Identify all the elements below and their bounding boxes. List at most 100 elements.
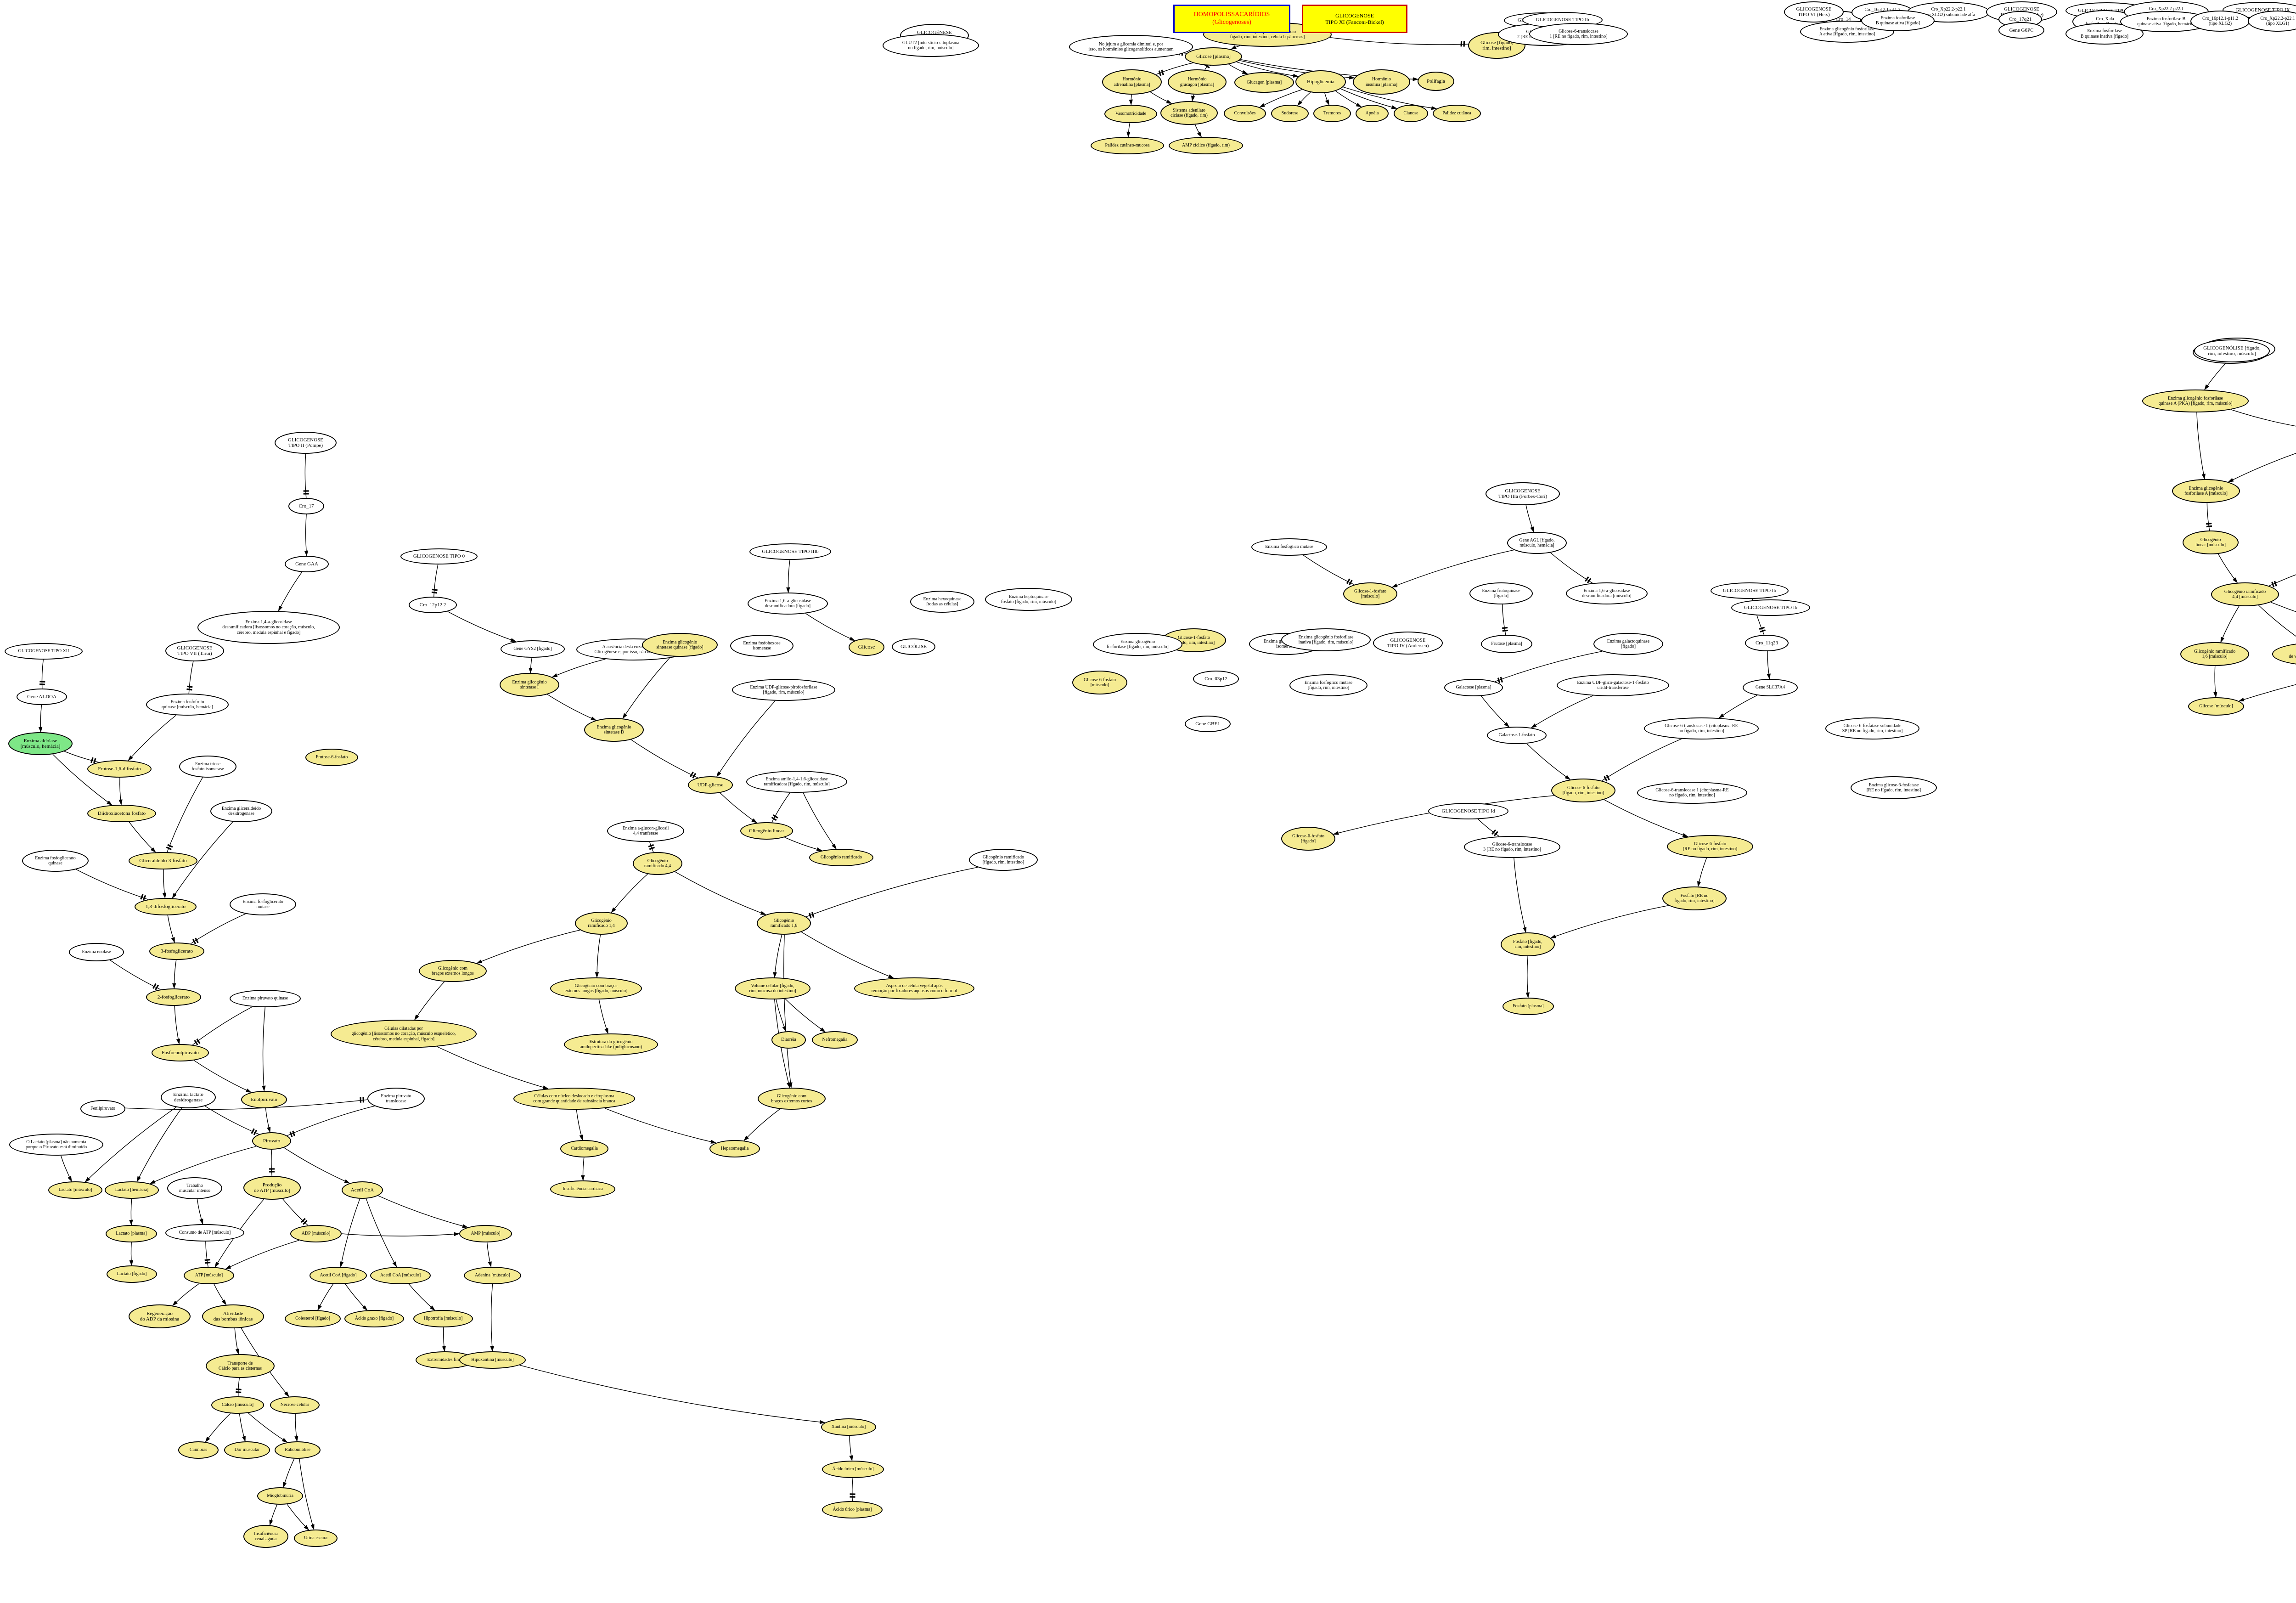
enz-udp-glicose-pirofosforilase[interactable]: Enzima UDP-glicose-pirofosforilase [fíga… (732, 679, 835, 701)
2-fosfoglicerato[interactable]: 2-fosfoglicerato (146, 988, 201, 1006)
insuficiencia-renal-aguda[interactable]: Insuficiência renal aguda (243, 1525, 288, 1548)
enz-glicogenio-fosforilase-a-musculo[interactable]: Enzima glicogênio fosforilase A [músculo… (2172, 479, 2240, 503)
hipotrofia-musculo[interactable]: Hipotrofia [músculo] (413, 1310, 473, 1327)
enz-16a-glicosidase-desram-figado[interactable]: Enzima 1,6-a-glicosidase desramificadora… (748, 593, 828, 615)
hipoglicemia[interactable]: Hipoglicemia (1295, 70, 1346, 93)
glicose-musculo[interactable]: Glicose [músculo] (2188, 697, 2244, 716)
enz-a-glucon-glicosil-44[interactable]: Enzima a-glucon-glicosil 4,4 tranferase (607, 820, 684, 842)
hormonio-glucagon[interactable]: Hormônio glucagon [plasma] (1168, 69, 1227, 95)
glicogenio-bracos-externos-longos[interactable]: Glicogênio com braços externos longos (419, 960, 487, 982)
enz-glicogenio-sintetase-quinase[interactable]: Enzima glicogênio sintetase quinase [fíg… (642, 633, 718, 657)
enz-piruvato-quinase[interactable]: Enzima piruvato quinase (230, 990, 301, 1007)
dor-muscular[interactable]: Dor muscular (224, 1441, 270, 1459)
aspecto-celula-vegetal[interactable]: Aspecto de célula vegetal após remoção p… (854, 977, 974, 999)
palidez-cutanea[interactable]: Palidez cutânea (1433, 105, 1481, 122)
enz-fosforilase-b-quinase-ativa-figado[interactable]: Enzima fosforilase B quinase ativa [fíga… (1861, 10, 1935, 31)
glicogenose-tipo-xii[interactable]: GLICOGENOSE TIPO XII (5, 643, 83, 660)
enz-frutoquinase[interactable]: Enzima frutoquinase [fígado] (1469, 582, 1533, 604)
amp-musculo[interactable]: AMP [músculo] (459, 1225, 512, 1242)
enz-glicogenio-fosforilase-inativa[interactable]: Enzima glicogênio fosforilase inativa [f… (1281, 628, 1371, 651)
enz-aldolase[interactable]: Enzima aldolase [músculo, hemácia] (8, 732, 73, 755)
glicogenose-tipo-iiia-2[interactable]: GLICOGENOSE TIPO IIIa (Forbes-Cori) (1486, 482, 1560, 505)
enz-glicose-6-fosfatase-re[interactable]: Enzima glicose-6-fosfatase [RE no fígado… (1851, 776, 1937, 799)
cro-12p122[interactable]: Cro_12p12.2 (409, 597, 457, 613)
glicogenio-ramificado-fri[interactable]: Glicogênio ramificado [fígado, rim, inte… (969, 849, 1038, 871)
atividade-bombas-ionicas[interactable]: Atividade das bombas iônicas (202, 1304, 264, 1328)
palidez-cutaneo-mucosa[interactable]: Palidez cutâneo-mucosa (1091, 137, 1164, 154)
rabdomiolise[interactable]: Rabdomiólise (275, 1441, 321, 1459)
atp-musculo[interactable]: ATP [músculo] (184, 1267, 234, 1284)
estrutura-glicogenio-amilopectina[interactable]: Estrutura do glicogênio amilopectina-lik… (564, 1033, 658, 1055)
galactose-1-fosfato[interactable]: Galactose-1-fosfato (1487, 727, 1547, 744)
enz-fosfoglicerato-mutase[interactable]: Enzima fosfoglicerato mutase (230, 893, 296, 915)
glicose-6-fosfato-fri[interactable]: Glicose-6-fosfato [fígado, rim, intestin… (1551, 779, 1615, 802)
gene-gaa[interactable]: Gene GAA (285, 556, 329, 572)
cro-03p12[interactable]: Cro_03p12 (1193, 671, 1239, 687)
lactato-plasma[interactable]: Lactato [plasma] (106, 1225, 157, 1242)
enz-lactato-desidrogenase[interactable]: Enzima lactato desidrogenase (161, 1086, 216, 1108)
glicose-6-fosfato-musculo[interactable]: Glicose-6-fosfato [músculo] (1072, 671, 1127, 694)
enz-glicogenio-sintetase-d[interactable]: Enzima glicogênio sintetase D (584, 718, 644, 742)
glicogenolise-fig-r-i-m[interactable]: GLICOGENÓLISE [fígado, rim, intestino, m… (2194, 339, 2270, 362)
acido-graxo-figado[interactable]: Ácido graxo [fígado] (344, 1310, 404, 1327)
glut2-intersticio-citoplasma[interactable]: GLUT2 [interstício-citoplasma no fígado,… (883, 34, 979, 57)
enz-glicogenio-sintetase-i[interactable]: Enzima glicogênio sintetase I (500, 673, 559, 697)
insuficiencia-cardiaca[interactable]: Insuficiência cardíaca (550, 1180, 615, 1198)
cianose[interactable]: Cianose (1394, 105, 1428, 122)
glicogenio-ramificado-14[interactable]: Glicogênio ramificado 1,4 (575, 912, 628, 935)
glicogenio-ramificado-16[interactable]: Glicogênio ramificado 1,6 (757, 912, 811, 935)
13-difosfoglicerato[interactable]: 1,3-difosfoglicerato (135, 898, 197, 915)
glicogenio-bracos-externos-longos-fm[interactable]: Glicogênio com braços externos longos [f… (550, 977, 642, 999)
lactato-hemacia[interactable]: Lactato [hemácia] (105, 1181, 159, 1199)
glicose-plasma[interactable]: Glicose [plasma] (1185, 47, 1242, 66)
glicogenose-tipo-0[interactable]: GLICOGENOSE TIPO 0 (400, 548, 478, 564)
enz-fosfoglicerato-quinase[interactable]: Enzima fosfoglicerato quinase (22, 850, 89, 872)
volume-celular[interactable]: Volume celular [fígado, rim, mucosa do i… (735, 977, 810, 999)
piruvato[interactable]: Piruvato (252, 1132, 291, 1150)
cro17[interactable]: Cro_17 (288, 498, 324, 514)
enz-fosfoglico-mutase[interactable]: Enzima fosfoglico mutase (1251, 538, 1327, 556)
producao-de-atp[interactable]: Produção de ATP [músculo] (243, 1176, 301, 1200)
glicose-centro[interactable]: Glicose (849, 638, 884, 656)
fosfato-re[interactable]: Fosfato [RE no fígado, rim, intestino] (1662, 886, 1727, 910)
enz-hexoquinase[interactable]: Enzima hexoquinase [todas as células] (910, 591, 974, 613)
udp-glicose[interactable]: UDP-glicose (688, 776, 733, 794)
acido-urico-plasma[interactable]: Ácido úrico [plasma] (822, 1501, 883, 1518)
enz-glicogenio-fosforilase-quinase-pka[interactable]: Enzima glicogênio fosforilase quinase A … (2142, 389, 2249, 412)
enz-heptoquinase-fosfato[interactable]: Enzima heptoquinase fosfato [fígado, rim… (985, 588, 1072, 611)
hipoxantina-musculo[interactable]: Hipoxantina [músculo] (459, 1351, 526, 1369)
glicogenose-tipo-ib-3[interactable]: GLICOGENOSE TIPO Ib (1731, 599, 1810, 616)
gene-agl[interactable]: Gene AGL [fígado, músculo, hemácia] (1507, 532, 1567, 554)
enz-fosfohexose-isomerase[interactable]: Enzima fosfohexose isomerase (730, 635, 793, 657)
glicose-1-fosfato-musculo[interactable]: Glicose-1-fosfato [músculo] (1343, 582, 1397, 605)
glicogenose-tipo-ii[interactable]: GLICOGENOSE TIPO II (Pompe) (275, 432, 337, 454)
no-jejum-glicemia[interactable]: No jejum a glicemia diminui e, por isso,… (1069, 35, 1193, 59)
enz-gliceraldeido-desidrogenase[interactable]: Enzima gliceraldeído desidrogenase (210, 800, 272, 822)
diidroxiacetona-fosfato[interactable]: Diidroxiacetona fosfato (87, 805, 156, 822)
enz-glicogenio-fosforilase-musculo[interactable]: Enzima glicogênio fosforilase [fígado, r… (1093, 633, 1182, 656)
gene-gys2[interactable]: Gene GYS2 [figado] (501, 640, 565, 658)
fenilpiruvato[interactable]: Fenilpiruvato (80, 1100, 125, 1118)
gene-slc37a4[interactable]: Gene SLC37A4 (1743, 679, 1798, 696)
glicogenio-bracos-externos-curtos[interactable]: Glicogênio com braços externos curtos (758, 1088, 826, 1110)
enz-udp-glico-galactose-1-fosfato[interactable]: Enzima UDP-glico-galactose-1-fosfato uri… (1557, 674, 1669, 696)
regeneracao-adp-miosina[interactable]: Regeneração do ADP da miosina (129, 1304, 191, 1328)
glicolise[interactable]: GLICÓLISE (892, 638, 935, 655)
frutose-6-fosfato[interactable]: Frutose-6-fosfato (305, 749, 358, 766)
celulas-nucleo-deslocado[interactable]: Células com núcleo deslocado e citoplasm… (513, 1088, 635, 1110)
caimbras[interactable]: Cäimbras (178, 1441, 219, 1459)
adp-musculo[interactable]: ADP [músculo] (290, 1225, 342, 1242)
glicose-6-translocase-3[interactable]: Glicose-6-translocase 3 [RE no fígado, r… (1464, 836, 1560, 858)
necrose-celular[interactable]: Necrose celular (270, 1396, 320, 1414)
enz-triose-fosfato-isomerase[interactable]: Enzima triose fosfato isomerase (179, 756, 236, 778)
enz-piruvato-translocase[interactable]: Enzima piruvato translocase (367, 1088, 425, 1110)
frutose-16-difosfato[interactable]: Frutose-1,6-difosfato (87, 760, 152, 778)
consumo-de-atp[interactable]: Consumo de ATP [músculo] (165, 1224, 244, 1242)
lactato-figado[interactable]: Lactato [fígado] (107, 1265, 157, 1283)
sudorese[interactable]: Sudorese (1271, 105, 1309, 122)
glicose-6-translocase-1-re[interactable]: Glicose-6-translocase 1 [RE no fígado, r… (1529, 23, 1628, 45)
enolpiruvato[interactable]: Enolpiruvato (241, 1091, 287, 1108)
diarreia[interactable]: Diarréia (771, 1031, 806, 1049)
glicogenose-tipo-ib-2[interactable]: GLICOGENOSE TIPO Ib (1711, 582, 1789, 599)
glicogenose-tipo-id[interactable]: GLICOGENOSE TIPO Id (1428, 803, 1508, 819)
